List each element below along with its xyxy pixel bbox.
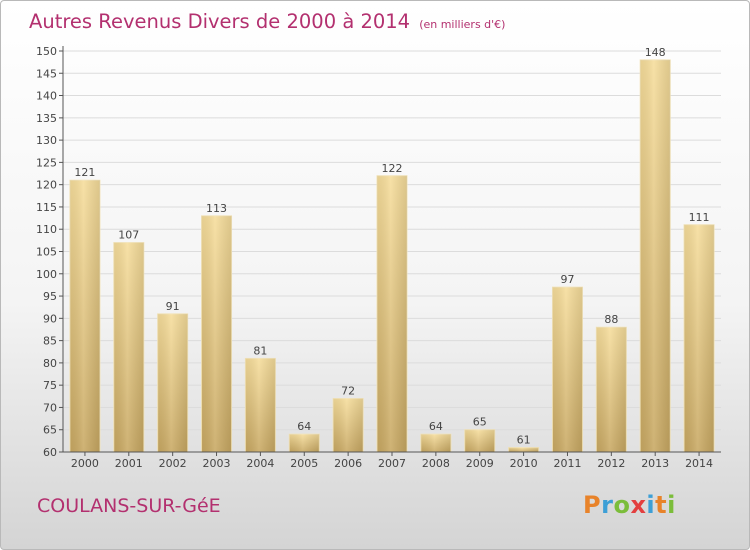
bar-value-label: 111 (689, 211, 710, 224)
y-tick-label: 95 (43, 290, 57, 303)
logo-letter: P (583, 491, 602, 519)
x-tick-label: 2002 (159, 457, 187, 470)
city-name: COULANS-SUR-GéE (37, 495, 221, 517)
x-tick-label: 2008 (422, 457, 450, 470)
bar-value-label: 113 (206, 202, 227, 215)
bar-shade (245, 358, 276, 452)
x-tick-label: 2001 (115, 457, 143, 470)
x-tick-label: 2004 (246, 457, 274, 470)
y-tick-label: 75 (43, 379, 57, 392)
logo-letter: t (655, 491, 668, 519)
bar-value-label: 64 (429, 420, 443, 433)
bar-value-label: 72 (341, 385, 355, 398)
x-tick-label: 2006 (334, 457, 362, 470)
y-tick-label: 70 (43, 401, 57, 414)
bar-value-label: 61 (517, 434, 531, 447)
y-tick-label: 90 (43, 312, 57, 325)
x-tick-label: 2011 (553, 457, 581, 470)
bar-value-label: 122 (382, 162, 403, 175)
x-tick-label: 2003 (203, 457, 231, 470)
x-tick-label: 2010 (510, 457, 538, 470)
x-tick-label: 2014 (685, 457, 713, 470)
bar-value-label: 148 (645, 46, 666, 59)
bar-value-label: 81 (253, 344, 267, 357)
bar-value-label: 91 (166, 300, 180, 313)
logo-letter: x (630, 491, 647, 519)
title-unit: (en milliers d'€) (419, 18, 506, 31)
y-tick-label: 145 (36, 67, 57, 80)
y-tick-label: 85 (43, 335, 57, 348)
y-tick-label: 140 (36, 90, 57, 103)
bar-value-label: 121 (74, 166, 95, 179)
y-tick-label: 60 (43, 446, 57, 459)
bar-shade (508, 447, 539, 452)
bar-shade (420, 434, 451, 452)
logo-letter: r (601, 491, 614, 519)
y-tick-label: 130 (36, 134, 57, 147)
bar-value-label: 107 (118, 229, 139, 242)
y-tick-label: 135 (36, 112, 57, 125)
y-tick-label: 100 (36, 268, 57, 281)
proxiti-logo: Proxiti (583, 491, 676, 519)
y-tick-label: 65 (43, 424, 57, 437)
bar-shade (157, 313, 188, 452)
bar-value-label: 97 (560, 273, 574, 286)
bar-shade (640, 59, 671, 453)
y-tick-label: 115 (36, 201, 57, 214)
logo-letter: i (667, 491, 676, 519)
x-tick-label: 2005 (290, 457, 318, 470)
x-tick-label: 2000 (71, 457, 99, 470)
x-tick-label: 2013 (641, 457, 669, 470)
y-tick-label: 105 (36, 246, 57, 259)
title-main: Autres Revenus Divers de 2000 à 2014 (29, 10, 411, 33)
logo-letter: o (613, 491, 631, 519)
bar-value-label: 88 (604, 313, 618, 326)
bar-value-label: 64 (297, 420, 311, 433)
logo-letter: i (646, 491, 656, 519)
bar-shade (113, 242, 144, 452)
x-tick-label: 2012 (597, 457, 625, 470)
bar-shade (69, 180, 100, 452)
y-tick-label: 110 (36, 223, 57, 236)
x-tick-label: 2007 (378, 457, 406, 470)
bar-shade (201, 215, 232, 452)
value-labels: 121 107 91 113 81 64 72 122 64 65 61 97 88 148 111 (74, 46, 709, 447)
x-tick-label: 2009 (466, 457, 494, 470)
axes: 60 65 70 75 80 85 90 95 100 105 110 115 120 125 130 135… (36, 45, 721, 470)
y-tick-label: 125 (36, 156, 57, 169)
bar-shade (377, 175, 407, 452)
bar-shade (333, 398, 364, 452)
y-tick-label: 120 (36, 179, 57, 192)
bar-value-label: 65 (473, 416, 487, 429)
bar-shade (464, 429, 495, 452)
chart-title: Autres Revenus Divers de 2000 à 2014 (en… (29, 10, 505, 33)
bar-shade (289, 434, 320, 452)
bar-shade (596, 327, 627, 452)
y-tick-label: 150 (36, 45, 57, 58)
bars (69, 59, 715, 453)
bar-shade (552, 287, 583, 452)
bar-shade (684, 224, 715, 452)
y-tick-label: 80 (43, 357, 57, 370)
